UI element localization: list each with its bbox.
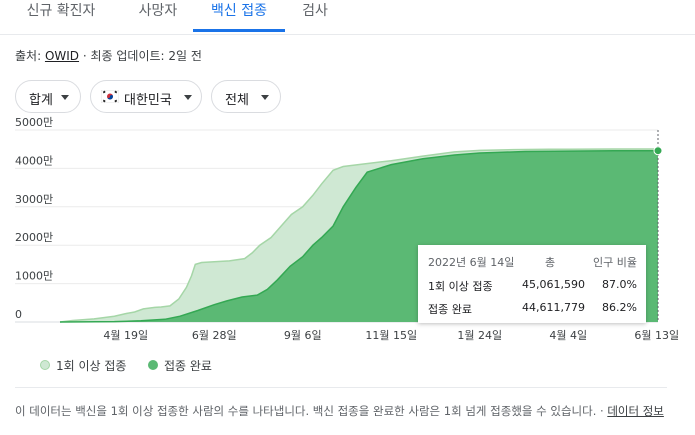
chart-tooltip: 2022년 6월 14일 총 인구 비율 1회 이상 접종 45,061,590… [418, 245, 646, 323]
hover-point-marker [653, 146, 663, 156]
caret-down-icon [184, 95, 192, 100]
tab-label: 신규 확진자 [26, 3, 96, 19]
metric-dropdown[interactable]: 합계 [15, 80, 81, 113]
caret-down-icon [261, 95, 269, 100]
source-suffix: · 최종 업데이트: 2일 전 [79, 49, 202, 63]
line-series-fully [59, 149, 659, 323]
south-korea-flag-icon [101, 90, 119, 103]
data-note-text: 이 데이터는 백신을 1회 이상 접종한 사람의 수를 나타냅니다. 백신 접종… [15, 404, 608, 418]
legend-swatch-at-least-one [40, 360, 50, 370]
tab-new-cases[interactable]: 신규 확진자 [15, 0, 107, 32]
x-tick-label: 9월 6일 [284, 328, 322, 342]
tab-testing[interactable]: 검사 [290, 0, 340, 32]
tooltip-row-ratio: 87.0% [602, 278, 637, 291]
y-tick-label: 1000만 [15, 270, 53, 283]
metric-dropdown-label: 합계 [29, 93, 53, 108]
tooltip-ratio-header: 인구 비율 [593, 256, 637, 269]
tooltip-row-label: 접종 완료 [428, 303, 472, 316]
y-tick-label: 4000만 [15, 154, 53, 167]
tooltip-row-ratio: 86.2% [602, 301, 637, 314]
tab-label: 검사 [302, 3, 328, 19]
data-note: 이 데이터는 백신을 1회 이상 접종한 사람의 수를 나타냅니다. 백신 접종… [15, 403, 675, 420]
source-line: 출처: OWID · 최종 업데이트: 2일 전 [15, 47, 202, 64]
x-tick-label: 4월 4일 [549, 328, 587, 342]
x-tick-label: 6월 13일 [634, 328, 679, 342]
x-tick-label: 6월 28일 [192, 328, 237, 342]
y-tick-label: 5000만 [15, 116, 53, 129]
legend-label-fully: 접종 완료 [164, 359, 212, 373]
tab-bar: 신규 확진자 사망자 백신 접종 검사 [0, 0, 695, 35]
y-tick-label: 3000만 [15, 193, 53, 206]
tooltip-row-total: 45,061,590 [522, 278, 585, 291]
tooltip-date: 2022년 6월 14일 [428, 256, 515, 269]
tooltip-total-header: 총 [545, 256, 556, 269]
x-tick-label: 11월 15일 [365, 328, 417, 342]
source-link[interactable]: OWID [44, 49, 80, 63]
y-tick-label: 0 [15, 308, 22, 321]
tab-label: 사망자 [138, 3, 178, 19]
data-info-link[interactable]: 데이터 정보 [607, 404, 664, 418]
source-prefix: 출처: [15, 49, 45, 63]
active-tab-indicator [193, 29, 285, 32]
scope-dropdown[interactable]: 전체 [211, 80, 281, 113]
country-dropdown-label: 대한민국 [124, 93, 172, 108]
line-series-at-least-one [59, 148, 658, 323]
legend-label-at-least-one: 1회 이상 접종 [56, 359, 127, 373]
x-tick-label: 1월 24일 [457, 328, 502, 342]
section-divider [15, 387, 667, 388]
caret-down-icon [61, 95, 69, 100]
x-tick-label: 4월 19일 [103, 328, 148, 342]
y-axis-labels: 0 1000만 2000만 3000만 4000만 5000만 [15, 116, 53, 321]
tooltip-row-label: 1회 이상 접종 [428, 280, 493, 293]
country-dropdown[interactable]: 대한민국 [90, 80, 202, 113]
scope-dropdown-label: 전체 [225, 93, 249, 108]
tab-deaths[interactable]: 사망자 [128, 0, 188, 32]
y-tick-label: 2000만 [15, 231, 53, 244]
x-axis-labels: 4월 19일 6월 28일 9월 6일 11월 15일 1월 24일 4월 4일 6월 13… [103, 328, 679, 342]
tooltip-row-total: 44,611,779 [522, 301, 585, 314]
legend-swatch-fully [148, 360, 158, 370]
tab-vaccination[interactable]: 백신 접종 [193, 0, 285, 32]
tab-label: 백신 접종 [211, 3, 267, 19]
